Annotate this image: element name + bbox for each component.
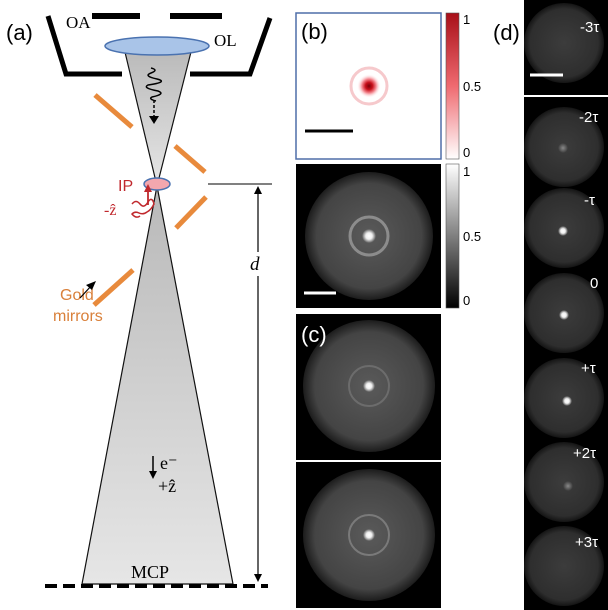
electron-arrowhead-icon xyxy=(149,116,159,124)
mirror-upper-left xyxy=(93,93,134,129)
colorbar-gray-tick-min: 0 xyxy=(463,293,470,308)
panel-c-spot-bottom xyxy=(363,529,375,541)
electron-wavepacket-icon xyxy=(145,67,163,102)
colorbar-gray xyxy=(445,163,460,309)
panel-d-label: (d) xyxy=(493,20,520,45)
delay-spot-4 xyxy=(559,310,569,320)
panel-c-ring-bottom xyxy=(348,514,390,556)
delay-label-2: -2τ xyxy=(579,109,598,126)
delay-label-5: +τ xyxy=(581,360,596,377)
delay-spot-2 xyxy=(558,143,568,153)
panel-b: (b) 1 0.5 0 1 0.5 0 xyxy=(295,12,481,309)
distance-arrowhead-bottom-icon xyxy=(254,574,262,582)
colorbar-gray-tick-max: 1 xyxy=(463,164,470,179)
delay-frame-4: 0 xyxy=(524,273,604,353)
delay-frame-6: +2τ xyxy=(524,442,604,522)
distance-arrowhead-top-icon xyxy=(254,186,262,194)
delay-label-7: +3τ xyxy=(575,534,598,551)
panel-a: (a) OA OL IP -ẑ Gold mirrors xyxy=(6,13,273,588)
lens-housing-right xyxy=(190,17,273,77)
electron-label: e⁻ xyxy=(160,453,178,473)
mirror-upper-right xyxy=(173,144,207,174)
colorbar-red xyxy=(445,12,460,160)
delay-spot-6 xyxy=(563,481,573,491)
aperture-bar-right xyxy=(170,13,222,19)
laser-arrowhead-icon xyxy=(144,184,152,192)
mirrors-label-line1: Gold xyxy=(60,287,94,304)
aperture-label: OA xyxy=(66,13,91,32)
delay-label-6: +2τ xyxy=(573,445,596,462)
colorbar-red-tick-mid: 0.5 xyxy=(463,79,481,94)
colorbar-red-tick-min: 0 xyxy=(463,145,470,160)
lens-housing-left xyxy=(45,15,122,77)
delay-label-3: -τ xyxy=(584,192,595,209)
delay-label-4: 0 xyxy=(590,275,598,292)
delay-spot-3 xyxy=(558,226,568,236)
panel-a-label: (a) xyxy=(6,20,33,45)
distance-label: d xyxy=(250,254,260,275)
delay-frame-3: -τ xyxy=(524,188,604,268)
panel-c-ring-top xyxy=(348,365,390,407)
detector-label: MCP xyxy=(131,562,169,582)
lens-label: OL xyxy=(214,31,237,50)
interaction-point xyxy=(143,177,171,191)
simulation-ring xyxy=(349,66,389,106)
colorbar-gray-tick-mid: 0.5 xyxy=(463,229,481,244)
simulation-spot xyxy=(357,74,381,98)
delay-frame-1: -3τ xyxy=(524,3,604,83)
measurement-spot xyxy=(362,229,376,243)
panel-c: (c) xyxy=(296,314,441,608)
mirrors-pointer-head-icon xyxy=(86,281,96,290)
colorbar-red-tick-max: 1 xyxy=(463,12,470,27)
aperture-bar-left xyxy=(92,13,140,19)
delay-frame-2: -2τ xyxy=(524,107,604,187)
interaction-point-label: IP xyxy=(118,178,133,195)
measurement-ring xyxy=(348,215,390,257)
laser-direction-label: -ẑ xyxy=(104,202,116,219)
electron-direction-arrowhead-icon xyxy=(149,471,157,479)
delay-frame-5: +τ xyxy=(524,358,604,438)
delay-disk-1 xyxy=(524,3,604,83)
delay-frame-7: +3τ xyxy=(524,526,604,606)
laser-wavepacket-icon xyxy=(130,198,155,218)
panel-b-label: (b) xyxy=(301,19,328,44)
panel-c-label: (c) xyxy=(301,322,327,347)
delay-disk-7 xyxy=(524,526,604,606)
delay-spot-5 xyxy=(562,396,572,406)
delay-label-1: -3τ xyxy=(580,19,599,36)
mirrors-label-line2: mirrors xyxy=(53,308,103,325)
mirror-lower-right xyxy=(174,195,208,230)
panel-d: (d) -3τ -2τ -τ 0 +τ xyxy=(493,0,608,610)
panel-c-spot-top xyxy=(363,380,375,392)
distance-label-bg xyxy=(248,252,268,276)
diverging-beam xyxy=(81,185,234,585)
electron-direction-label: +ẑ xyxy=(158,476,176,496)
delay-disk-6 xyxy=(524,442,604,522)
objective-lens xyxy=(104,36,210,56)
mirror-lower-left xyxy=(92,268,135,307)
